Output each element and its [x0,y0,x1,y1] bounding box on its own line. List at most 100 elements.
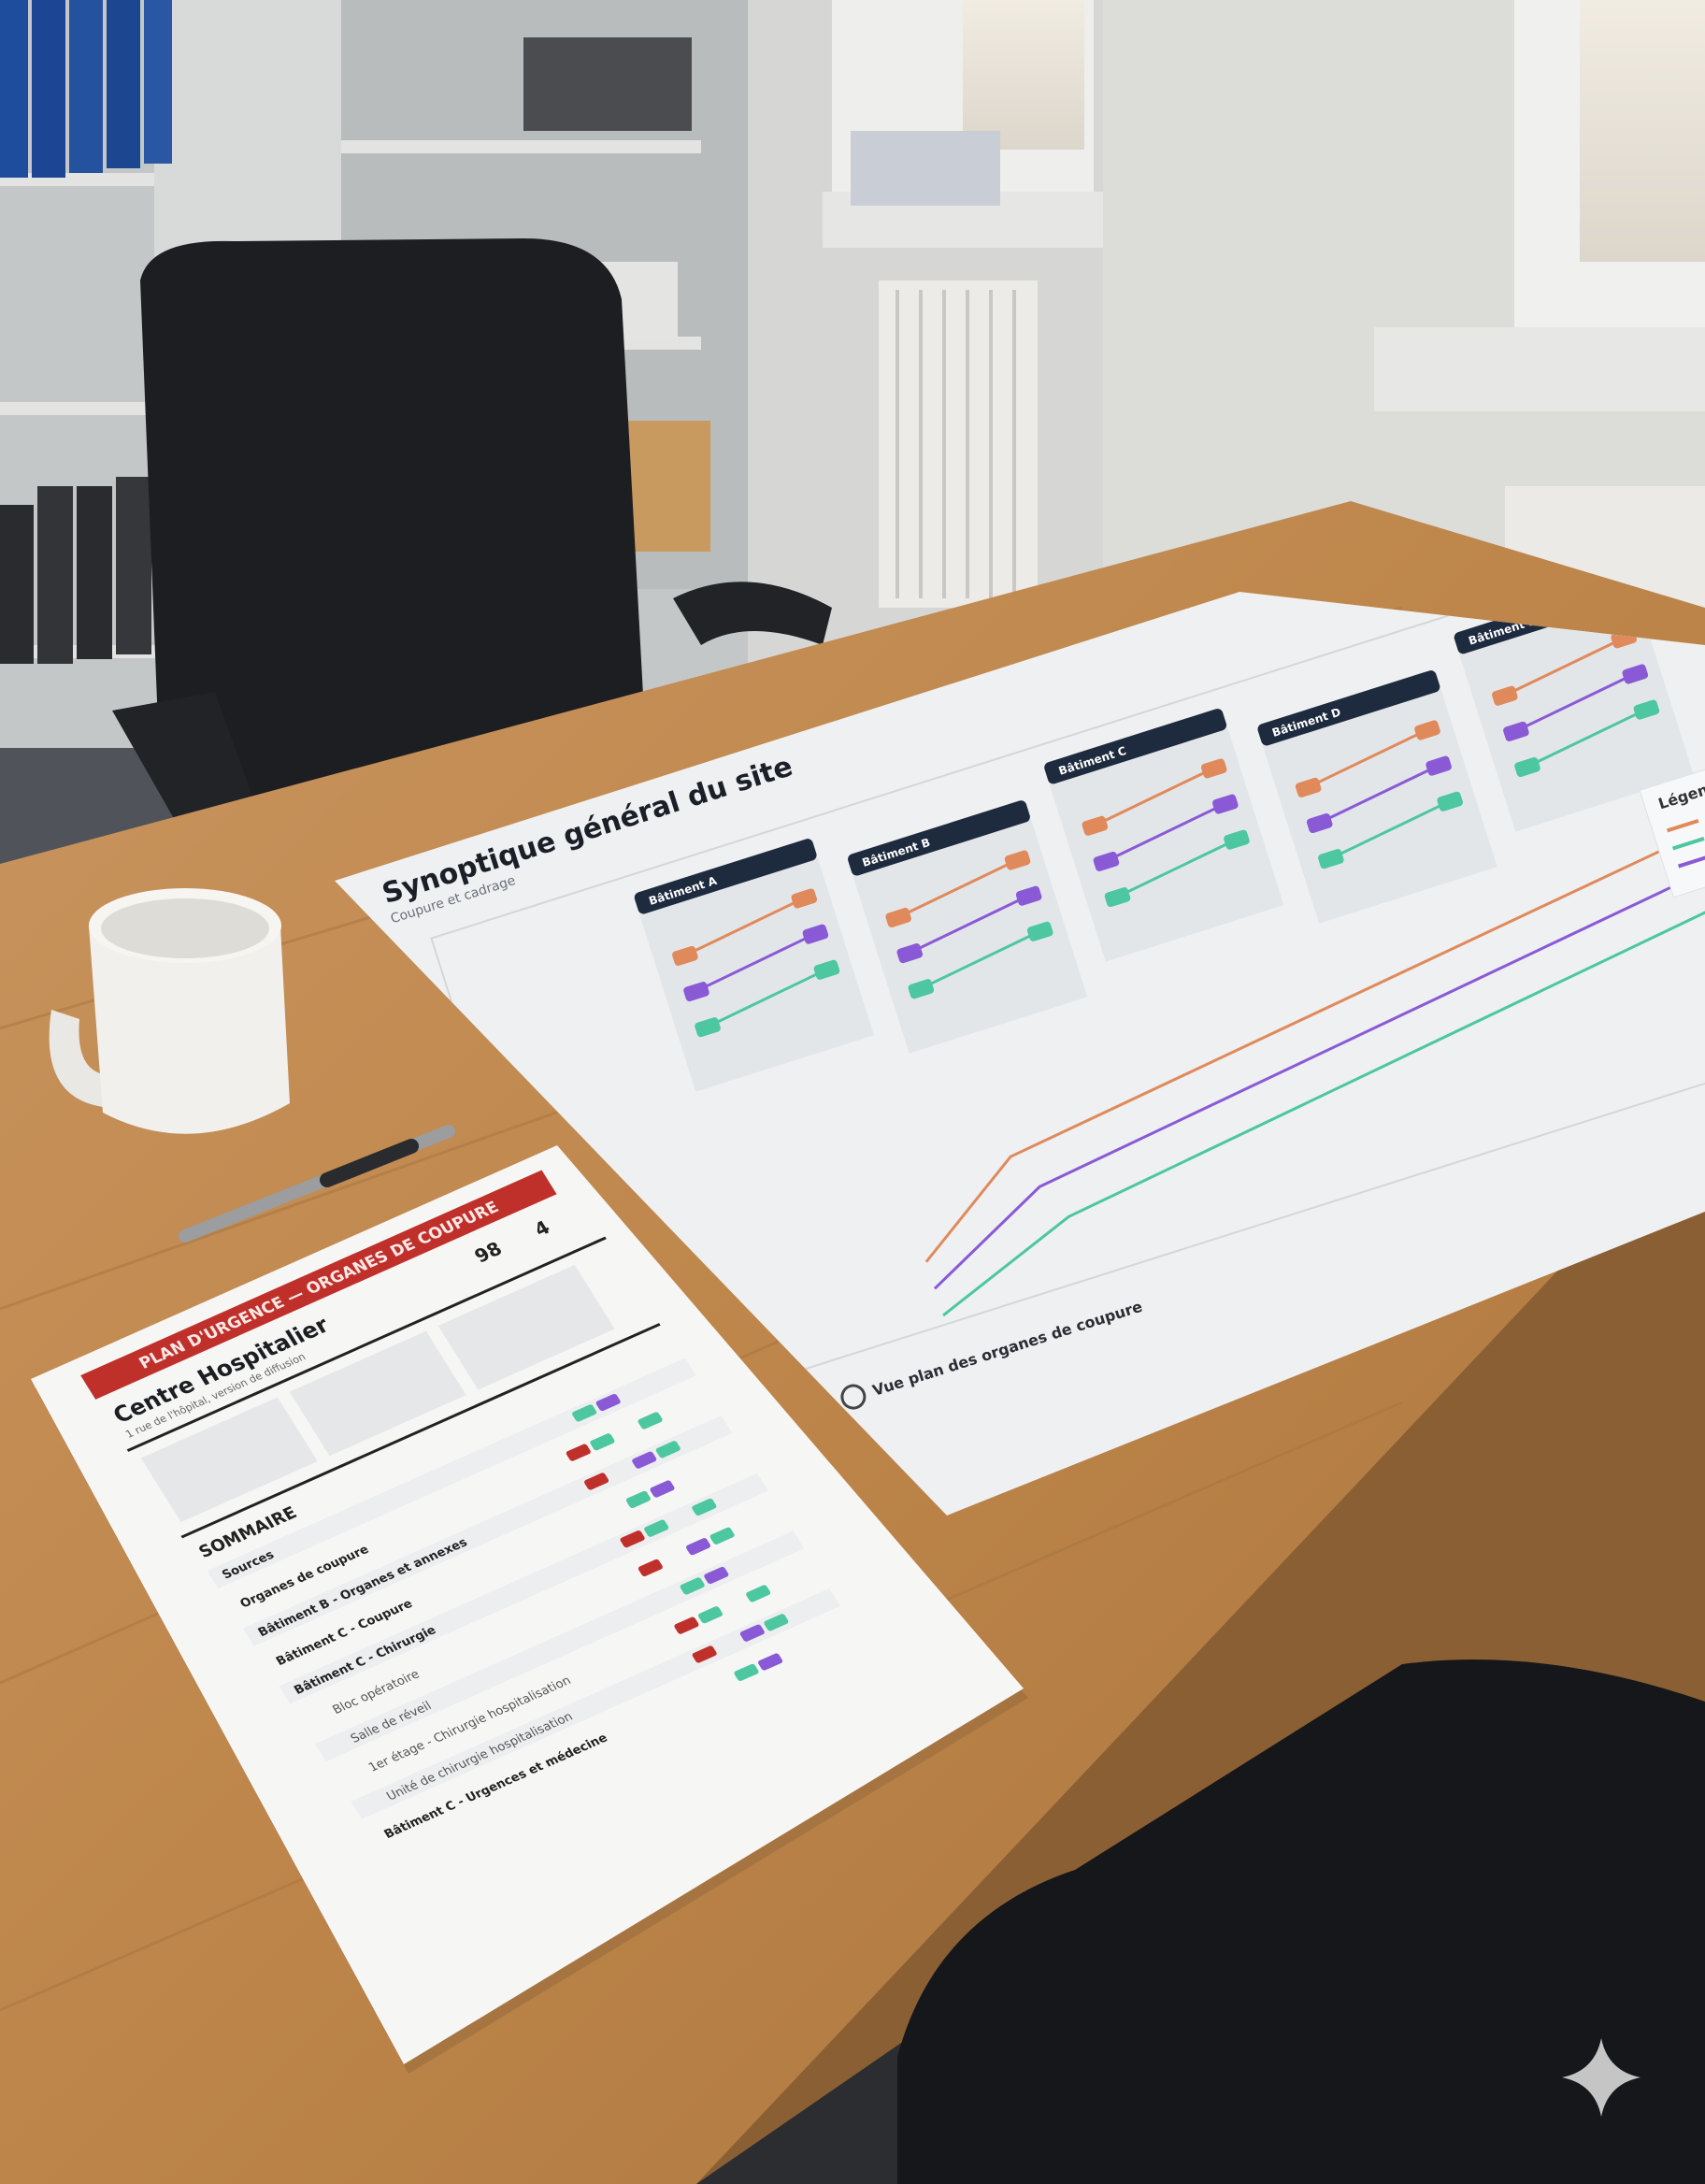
poster-group: Bâtiment D [1257,670,1497,924]
poster-connector [1512,673,1634,734]
status-pill [638,1559,663,1577]
poster-node [1437,791,1464,812]
info-card-2 [289,1330,466,1457]
poster-group-header [1257,670,1440,746]
status-pill [680,1577,705,1595]
trunk-line-orange [924,794,1705,1263]
poster-connector [1327,800,1449,861]
poster-node [1306,812,1333,834]
status-pill [590,1433,615,1451]
office-chair [112,238,832,841]
poster-connector [1114,839,1235,899]
poster-connector [1316,765,1437,826]
status-pill [739,1624,765,1642]
info-icon [840,1384,867,1410]
poster-group: Bâtiment B [848,800,1088,1054]
poster-connector [704,969,825,1029]
poster-node [683,982,709,1002]
status-pill [655,1441,681,1458]
poster-node [695,1017,721,1038]
status-pill [709,1527,735,1545]
poster-group-header [848,800,1030,876]
window-left [823,0,1103,248]
status-pill [644,1519,669,1537]
poster-node [908,979,935,999]
poster-group-header [634,839,817,914]
trunk-line-green [942,865,1705,1317]
sparkle-icon [1562,2038,1641,2117]
poster-node [791,888,818,909]
poster-node [1492,685,1518,706]
blue-binders [0,0,172,178]
poster-node [1015,885,1042,906]
trunk-line-purple [933,829,1705,1290]
poster-node [1200,758,1227,779]
poster-node [1633,699,1660,720]
poster-connector [1102,803,1224,864]
status-pill [572,1404,597,1422]
poster-connector [895,859,1016,920]
poster-connector [1091,768,1212,828]
legend-box: Légende [1639,739,1705,898]
poster-connector [1524,709,1645,769]
poster-connector [693,933,814,994]
status-pill [686,1538,711,1556]
status-pill [650,1480,675,1498]
poster-node [1004,850,1031,870]
poster-node [1093,851,1120,871]
status-pill [734,1663,759,1681]
status-pill [692,1498,717,1516]
row-stripe [242,1415,733,1646]
status-pill [566,1444,591,1461]
poster-connector [906,895,1027,956]
document-banner [80,1170,557,1400]
chair-foreground [897,1660,1705,2184]
poster-connector [1501,638,1622,698]
status-pill [638,1412,663,1430]
poster-node [1104,887,1131,908]
status-pill [746,1585,771,1602]
trunk-lines [924,794,1705,1317]
status-pill [674,1616,699,1634]
poster-node [1318,849,1344,869]
poster-node [1414,720,1440,740]
poster-group: Bâtiment A [634,839,874,1092]
poster-node [885,907,911,928]
poster-node [672,945,698,966]
poster-node [1503,721,1529,741]
poster-connector [917,930,1039,991]
poster-node [1295,777,1322,797]
paper-stack [523,37,692,131]
poster-node [1426,755,1452,776]
poster-node [802,924,829,944]
row-stripe [351,1588,840,1819]
coffee-mug [49,888,290,1134]
poster-node [1622,664,1649,684]
status-pill [595,1393,621,1412]
info-card-3 [437,1264,615,1390]
poster-connector [681,898,803,958]
poster-node [813,959,840,980]
status-pill [584,1473,609,1490]
pen [179,1125,455,1243]
poster-group-header [1044,709,1227,784]
status-pill [697,1606,723,1624]
poster-node [1224,829,1250,850]
status-pill [692,1645,717,1663]
radiator-left [879,280,1038,608]
status-pill [704,1566,729,1585]
status-pill [632,1451,657,1469]
status-pill [625,1490,651,1508]
poster-node [1082,815,1109,836]
poster-node [896,943,924,964]
window-right [1374,0,1705,411]
poster-node [1026,921,1053,941]
poster-node [1514,756,1540,778]
status-pill [620,1530,645,1548]
status-pill [758,1653,783,1671]
document-paper [31,1145,1024,2064]
poster-connector [1305,729,1426,790]
info-card-1 [140,1397,318,1523]
status-pill [764,1614,789,1631]
